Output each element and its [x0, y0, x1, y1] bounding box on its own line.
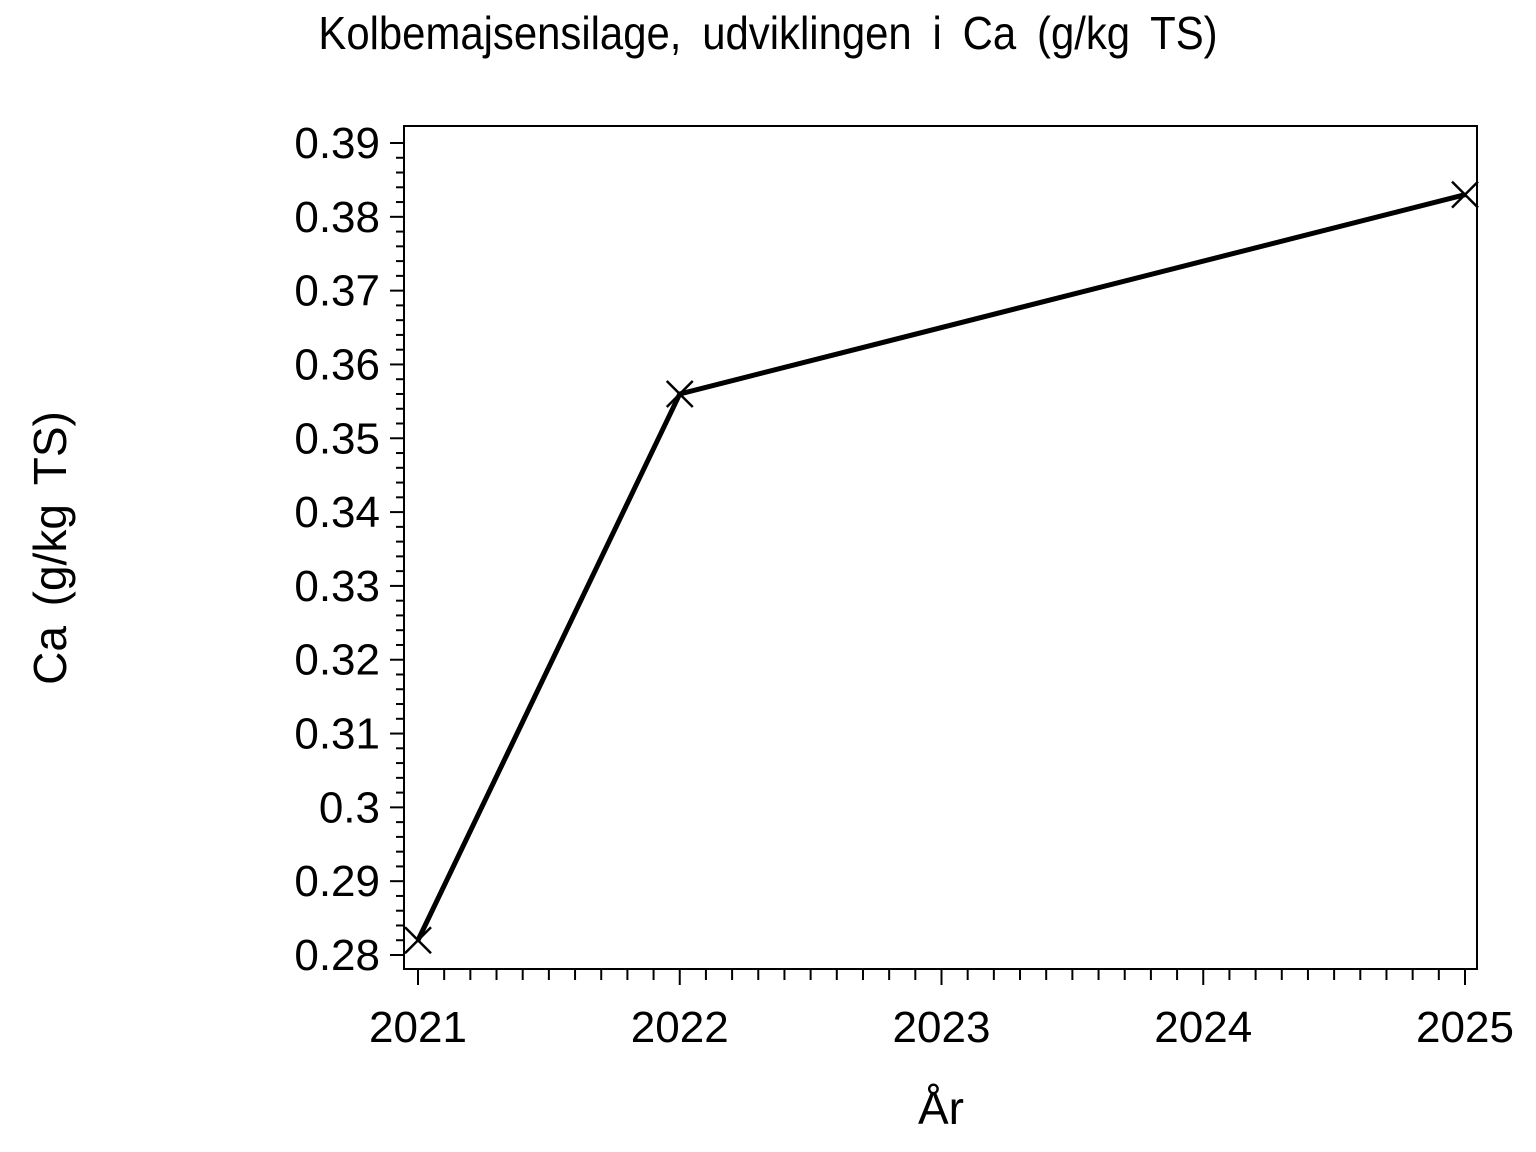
y-tick-label: 0.28: [294, 931, 380, 980]
y-tick-label: 0.34: [294, 488, 380, 537]
x-tick-label: 2024: [1154, 1003, 1252, 1052]
data-line: [415, 192, 1466, 942]
y-tick-label: 0.33: [294, 562, 380, 611]
chart-title: Kolbemajsensilage, udviklingen i Ca (g/k…: [318, 7, 1218, 59]
x-axis-title: År: [918, 1082, 964, 1134]
y-tick-label: 0.36: [294, 340, 380, 389]
data-point-x-marker: [404, 926, 432, 955]
data-point-x-marker: [1451, 180, 1479, 209]
y-tick-label: 0.29: [294, 857, 380, 906]
y-tick-label: 0.35: [294, 414, 380, 463]
plot-border: [403, 125, 1478, 970]
y-tick-label: 0.32: [294, 636, 380, 685]
x-tick-label: 2021: [369, 1003, 467, 1052]
y-tick-label: 0.39: [294, 119, 380, 168]
x-tick-label: 2025: [1416, 1003, 1514, 1052]
x-tick-label: 2022: [631, 1003, 729, 1052]
y-tick-label: 0.38: [294, 193, 380, 242]
y-tick-label: 0.31: [294, 710, 380, 759]
x-tick-label: 2023: [893, 1003, 991, 1052]
y-tick-label: 0.3: [319, 783, 380, 832]
y-tick-label: 0.37: [294, 267, 380, 316]
data-point-x-marker: [665, 380, 694, 408]
